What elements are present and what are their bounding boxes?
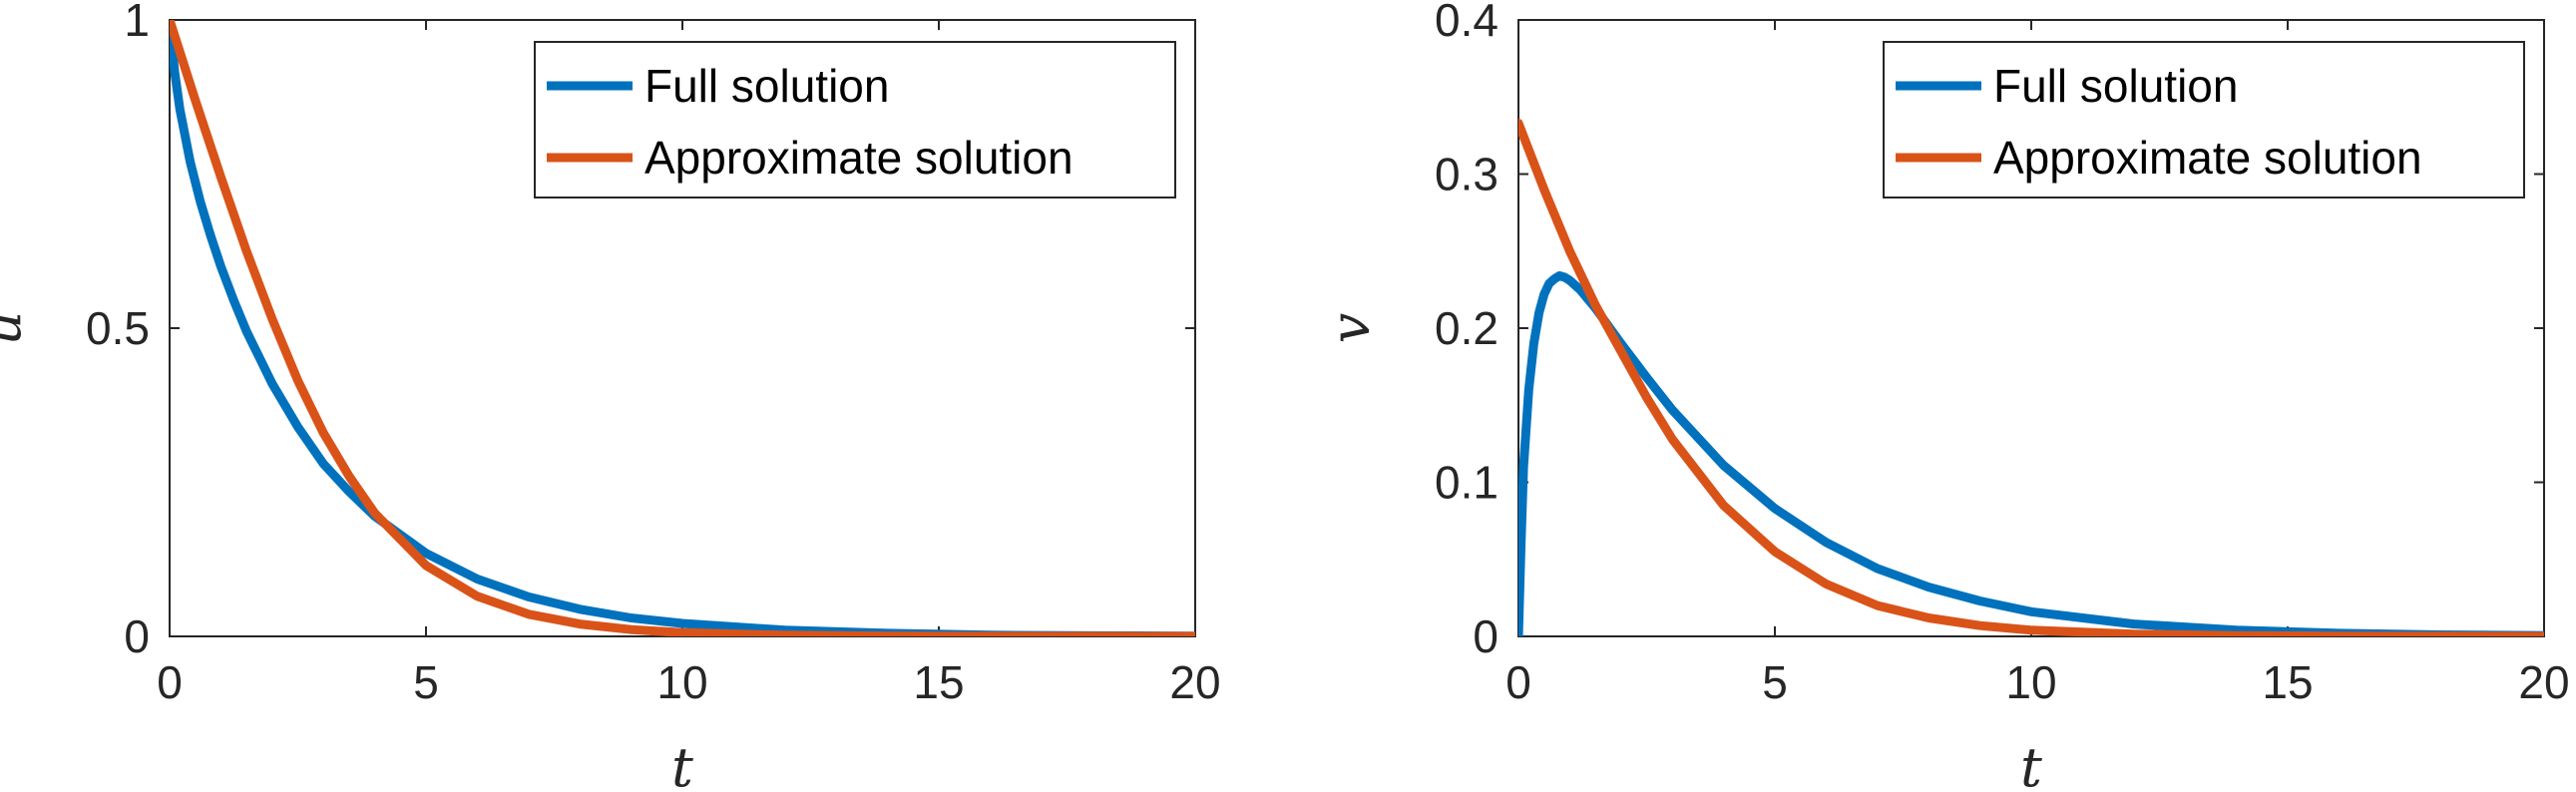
y-tick-label: 0.3 xyxy=(1435,149,1499,200)
legend-label-1: Full solution xyxy=(1993,60,2238,112)
y-tick-label: 0.4 xyxy=(1435,0,1499,46)
x-tick-label: 10 xyxy=(2005,656,2056,708)
y-axis-label: v xyxy=(1319,313,1382,344)
x-tick-label: 0 xyxy=(157,656,183,708)
legend: Full solution Approximate solution xyxy=(534,41,1176,198)
x-tick-label: 5 xyxy=(413,656,439,708)
y-tick-label: 0 xyxy=(1473,610,1499,662)
chart-2: 0 5 10 15 20 0 0.1 0.2 0.3 0.4 t v Full solution Appr… xyxy=(1319,0,2570,792)
y-tick-label: 1 xyxy=(124,0,150,46)
x-tick-label: 15 xyxy=(913,656,964,708)
x-axis-label: t xyxy=(2020,736,2042,792)
legend-box xyxy=(1883,41,2525,198)
legend-label-1: Full solution xyxy=(644,60,889,112)
x-tick-label: 5 xyxy=(1762,656,1788,708)
x-tick-label: 15 xyxy=(2262,656,2313,708)
series-line-2 xyxy=(1518,119,2544,636)
x-axis-label: t xyxy=(671,736,693,792)
legend: Full solution Approximate solution xyxy=(1883,41,2525,198)
y-axis-label: u xyxy=(0,311,33,346)
x-tick-label: 20 xyxy=(1169,656,1220,708)
x-tick-label: 20 xyxy=(2518,656,2569,708)
y-tick-label: 0.5 xyxy=(86,302,150,354)
chart-1: 0 5 10 15 20 0 0.5 1 t u Full solution Approximate … xyxy=(0,0,1221,792)
legend-label-2: Approximate solution xyxy=(1993,132,2422,184)
x-tick-label: 10 xyxy=(656,656,707,708)
x-tick-label: 0 xyxy=(1505,656,1531,708)
legend-label-2: Approximate solution xyxy=(644,132,1073,184)
legend-box xyxy=(534,41,1176,198)
series-line-1 xyxy=(170,20,1195,636)
series-line-2 xyxy=(170,20,1195,636)
y-tick-label: 0.2 xyxy=(1435,302,1499,354)
y-tick-label: 0 xyxy=(124,610,150,662)
y-tick-label: 0.1 xyxy=(1435,457,1499,509)
